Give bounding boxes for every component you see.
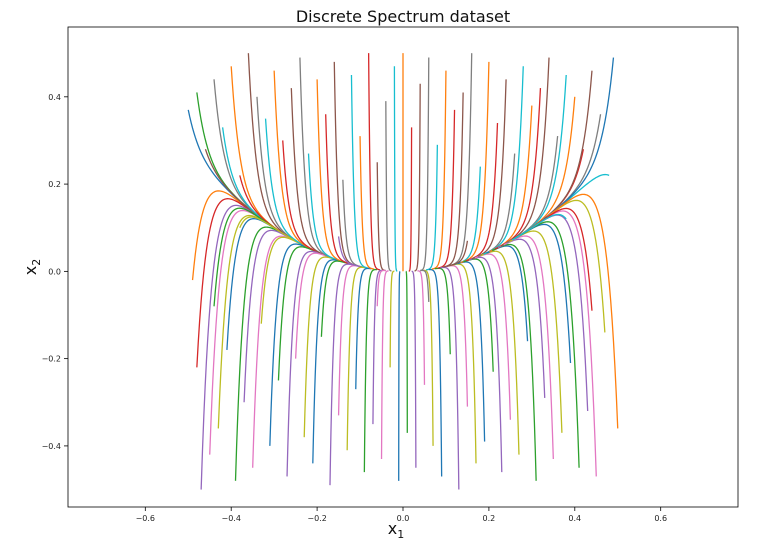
x-axis-ticks: −0.6 −0.4 −0.2 0.0 0.2 0.4 0.6 <box>136 507 667 523</box>
trajectory-line <box>446 240 469 268</box>
y-tick-label: 0.4 <box>48 93 61 102</box>
trajectory-line <box>428 268 443 477</box>
y-axis-ticks: −0.4 −0.2 0.0 0.2 0.4 <box>42 93 68 451</box>
y-tick-label: −0.4 <box>42 442 61 451</box>
trajectory-line <box>355 267 372 390</box>
x-tick-label: −0.2 <box>307 514 326 523</box>
trajectory-line <box>437 109 456 269</box>
trajectory-line <box>443 92 464 268</box>
trajectory-lines <box>187 53 619 490</box>
x-tick-label: −0.6 <box>136 514 155 523</box>
y-axis-label-base: x <box>21 266 40 275</box>
y-axis-label-subscript: 2 <box>30 259 43 266</box>
trajectory-line <box>380 270 389 460</box>
trajectory-line <box>398 270 401 481</box>
trajectory-line <box>342 179 363 268</box>
trajectory-line <box>376 269 386 307</box>
x-tick-label: 0.4 <box>568 514 581 523</box>
trajectory-line <box>393 66 398 272</box>
x-tick-label: 0.6 <box>654 514 667 523</box>
trajectory-line <box>546 193 619 429</box>
trajectory-line <box>440 266 460 490</box>
y-tick-label: 0.2 <box>48 180 61 189</box>
trajectory-line <box>346 266 366 451</box>
trajectory-line <box>385 101 392 272</box>
trajectory-line <box>431 70 447 270</box>
x-tick-label: 0.0 <box>397 514 410 523</box>
trajectory-line <box>307 153 340 262</box>
trajectory-line <box>389 270 395 368</box>
x-axis-label-base: x <box>388 519 397 538</box>
y-tick-label: 0.0 <box>48 267 61 276</box>
trajectory-line <box>363 268 378 473</box>
trajectory-line <box>408 127 413 272</box>
x-axis-label-subscript: 1 <box>397 528 404 541</box>
trajectory-line <box>425 144 439 271</box>
trajectory-line <box>239 216 294 241</box>
trajectory-line <box>405 270 408 433</box>
x-tick-label: −0.4 <box>221 514 240 523</box>
x-tick-label: 0.2 <box>483 514 496 523</box>
trajectory-line <box>512 213 567 241</box>
x-axis-label: x1 <box>388 519 404 541</box>
chart-title: Discrete Spectrum dataset <box>296 7 510 26</box>
trajectory-line <box>434 267 451 355</box>
trajectory-line <box>372 269 383 425</box>
trajectory-line <box>420 269 430 302</box>
trajectory-line <box>325 114 352 265</box>
trajectory-line <box>414 83 421 272</box>
trajectory-line <box>367 53 381 271</box>
y-axis-label: x2 <box>21 259 43 275</box>
y-tick-label: −0.2 <box>42 355 61 364</box>
trajectory-line <box>359 136 375 270</box>
trajectory-line <box>411 270 417 468</box>
trajectory-line <box>350 74 369 269</box>
trajectory-line <box>337 236 360 268</box>
trajectory-line <box>417 270 426 385</box>
